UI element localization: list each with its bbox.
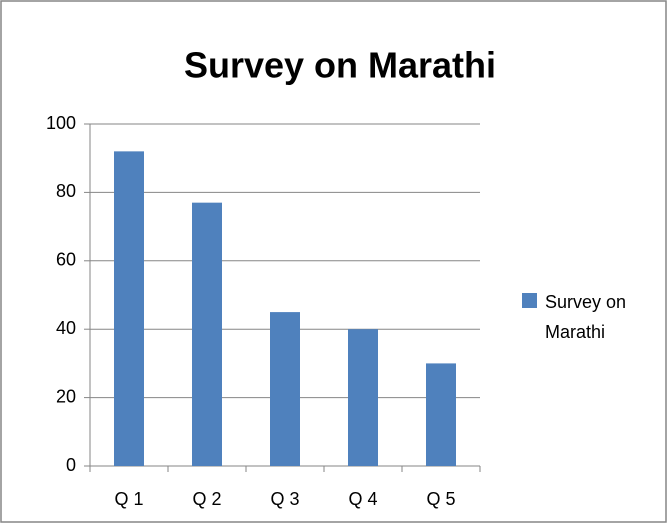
x-tick-label: Q 1 xyxy=(114,489,143,509)
bar xyxy=(192,202,222,466)
legend-label: Survey on Marathi xyxy=(545,292,627,342)
y-tick-label: 60 xyxy=(56,250,76,270)
bar xyxy=(426,363,456,466)
y-tick-label: 20 xyxy=(56,386,76,406)
chart-title: Survey on Marathi xyxy=(184,45,496,86)
y-tick-label: 0 xyxy=(66,455,76,475)
x-tick-label: Q 3 xyxy=(270,489,299,509)
legend-swatch xyxy=(522,293,537,308)
x-tick-label: Q 5 xyxy=(426,489,455,509)
y-tick-label: 100 xyxy=(46,113,76,133)
bar xyxy=(114,151,144,467)
x-tick-label: Q 4 xyxy=(348,489,377,509)
bar xyxy=(270,312,300,466)
x-tick-label: Q 2 xyxy=(192,489,221,509)
bar xyxy=(348,329,378,466)
y-tick-label: 80 xyxy=(56,181,76,201)
y-tick-label: 40 xyxy=(56,318,76,338)
